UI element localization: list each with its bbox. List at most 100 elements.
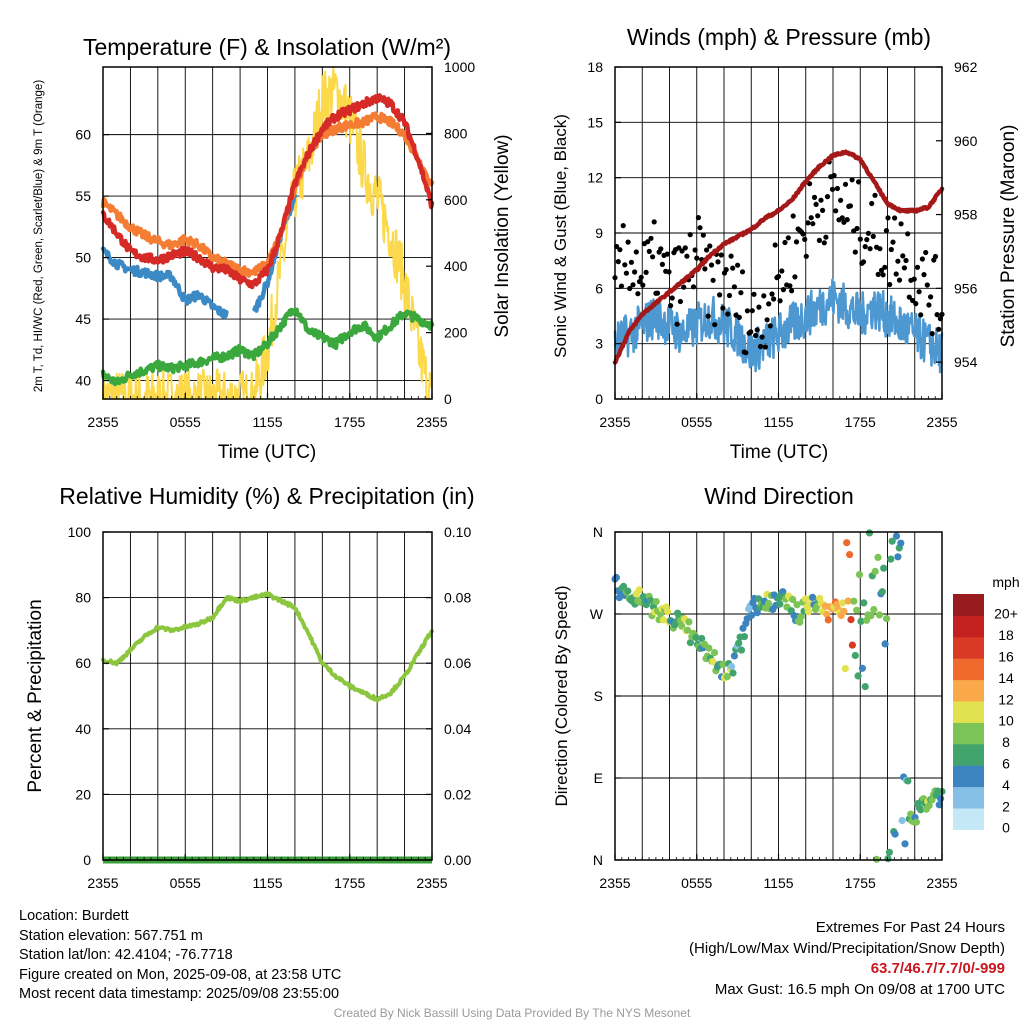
gust-point: [860, 259, 867, 265]
legend-swatch: [953, 808, 984, 830]
gust-point: [924, 282, 930, 288]
gust-point: [632, 269, 638, 275]
gust-point: [687, 232, 693, 238]
direction-point: [847, 616, 855, 624]
gust-point: [681, 284, 687, 290]
y-tick-label: 40: [75, 373, 91, 389]
y-tick-label: 12: [587, 170, 603, 186]
direction-point: [838, 599, 847, 607]
gust-point: [728, 253, 734, 259]
direction-point: [624, 587, 632, 595]
gust-point: [751, 291, 757, 297]
direction-point: [635, 586, 643, 594]
gust-point: [764, 317, 770, 323]
gust-point: [654, 290, 661, 296]
gust-point: [638, 274, 644, 280]
gust-point: [932, 253, 939, 260]
gust-point: [636, 279, 643, 285]
direction-point: [875, 611, 884, 619]
legend-swatch: [953, 636, 984, 659]
x-tick-label: 0555: [170, 414, 201, 430]
y-tick-label: 55: [75, 188, 91, 204]
gust-point: [888, 246, 894, 253]
gust-point: [684, 253, 690, 259]
y-tick-label: 60: [75, 127, 91, 143]
gust-point: [870, 233, 876, 239]
direction-point: [870, 606, 878, 614]
y2-tick-label: 400: [444, 258, 468, 274]
y-tick-label: N: [593, 852, 603, 868]
gust-point: [805, 220, 811, 226]
y2-tick-label: 0.02: [444, 786, 471, 802]
gust-point: [651, 219, 657, 225]
direction-point: [880, 564, 888, 572]
gust-point: [618, 283, 625, 289]
legend-swatch: [953, 722, 984, 745]
legend-swatch: [953, 658, 984, 681]
temperature-ylabel: 2m T, Td, HI/WC (Red, Green, Scarlet/Blu…: [33, 80, 45, 392]
direction-point: [730, 652, 739, 660]
x-tick-label: 1755: [334, 875, 365, 891]
gust-point: [766, 301, 772, 307]
gust-point: [918, 312, 924, 318]
direction-point: [858, 664, 867, 672]
y2-tick-label: 0.00: [444, 852, 471, 868]
gust-point: [623, 270, 630, 276]
y2-tick-label: 200: [444, 325, 468, 341]
gust-point: [735, 262, 741, 268]
x-tick-label: 2355: [599, 414, 630, 430]
gust-point: [739, 269, 746, 275]
humidity-panel: Relative Humidity (%) & Precipitation (i…: [25, 483, 475, 891]
direction-point: [753, 609, 761, 617]
y-tick-label: 15: [587, 114, 603, 130]
series-line-dewpoint: [100, 307, 435, 387]
direction-point: [917, 806, 925, 814]
gust-point: [802, 236, 808, 242]
x-tick-label: 0555: [170, 875, 201, 891]
x-tick-label: 2355: [926, 414, 957, 430]
x-tick-label: 1755: [845, 414, 876, 430]
series-line-wind: [613, 278, 944, 374]
legend-label: 16: [998, 649, 1014, 665]
gust-point: [664, 251, 670, 257]
gust-point: [833, 208, 839, 214]
legend-label: 10: [998, 713, 1014, 729]
gust-point: [720, 305, 726, 311]
winds-xlabel: Time (UTC): [730, 442, 829, 463]
gust-point: [754, 327, 760, 333]
legend-label: 8: [1002, 734, 1010, 750]
gust-point: [738, 290, 744, 296]
gust-point: [695, 215, 702, 221]
direction-point: [824, 616, 832, 624]
gust-point: [633, 249, 639, 255]
gust-point: [882, 264, 888, 270]
station-elevation: Station elevation: 567.751 m: [19, 927, 203, 944]
direction-point: [692, 634, 700, 642]
y2-tick-label: 600: [444, 192, 468, 208]
y-tick-label: 40: [75, 721, 91, 737]
gust-point: [779, 268, 785, 274]
gust-point: [820, 207, 826, 213]
direction-point: [797, 613, 805, 621]
direction-point: [884, 855, 892, 863]
gust-point: [887, 281, 893, 288]
wind-direction-panel: Wind Direction 2355 0555 1155 1755 2355 N E S W N…: [552, 483, 1020, 891]
y2-tick-label: 0.04: [444, 721, 471, 737]
y2-tick-label: 800: [444, 125, 468, 141]
gust-point: [877, 246, 883, 252]
y-tick-label: 3: [595, 336, 603, 352]
direction-point: [925, 801, 933, 810]
x-tick-label: 2355: [87, 875, 118, 891]
humidity-title: Relative Humidity (%) & Precipitation (i…: [59, 483, 474, 509]
y-tick-label: 6: [595, 280, 603, 296]
y2-tick-label: 0.10: [444, 524, 471, 540]
direction-point: [705, 644, 713, 652]
gust-point: [844, 217, 850, 223]
gust-point: [640, 282, 646, 288]
direction-point: [737, 646, 746, 654]
gust-point: [725, 311, 731, 317]
winds-panel: Winds (mph) & Pressure (mb) 2355 0555 1155…: [551, 24, 1019, 463]
direction-point: [871, 567, 879, 576]
direction-point: [823, 610, 831, 618]
direction-point: [874, 553, 882, 562]
